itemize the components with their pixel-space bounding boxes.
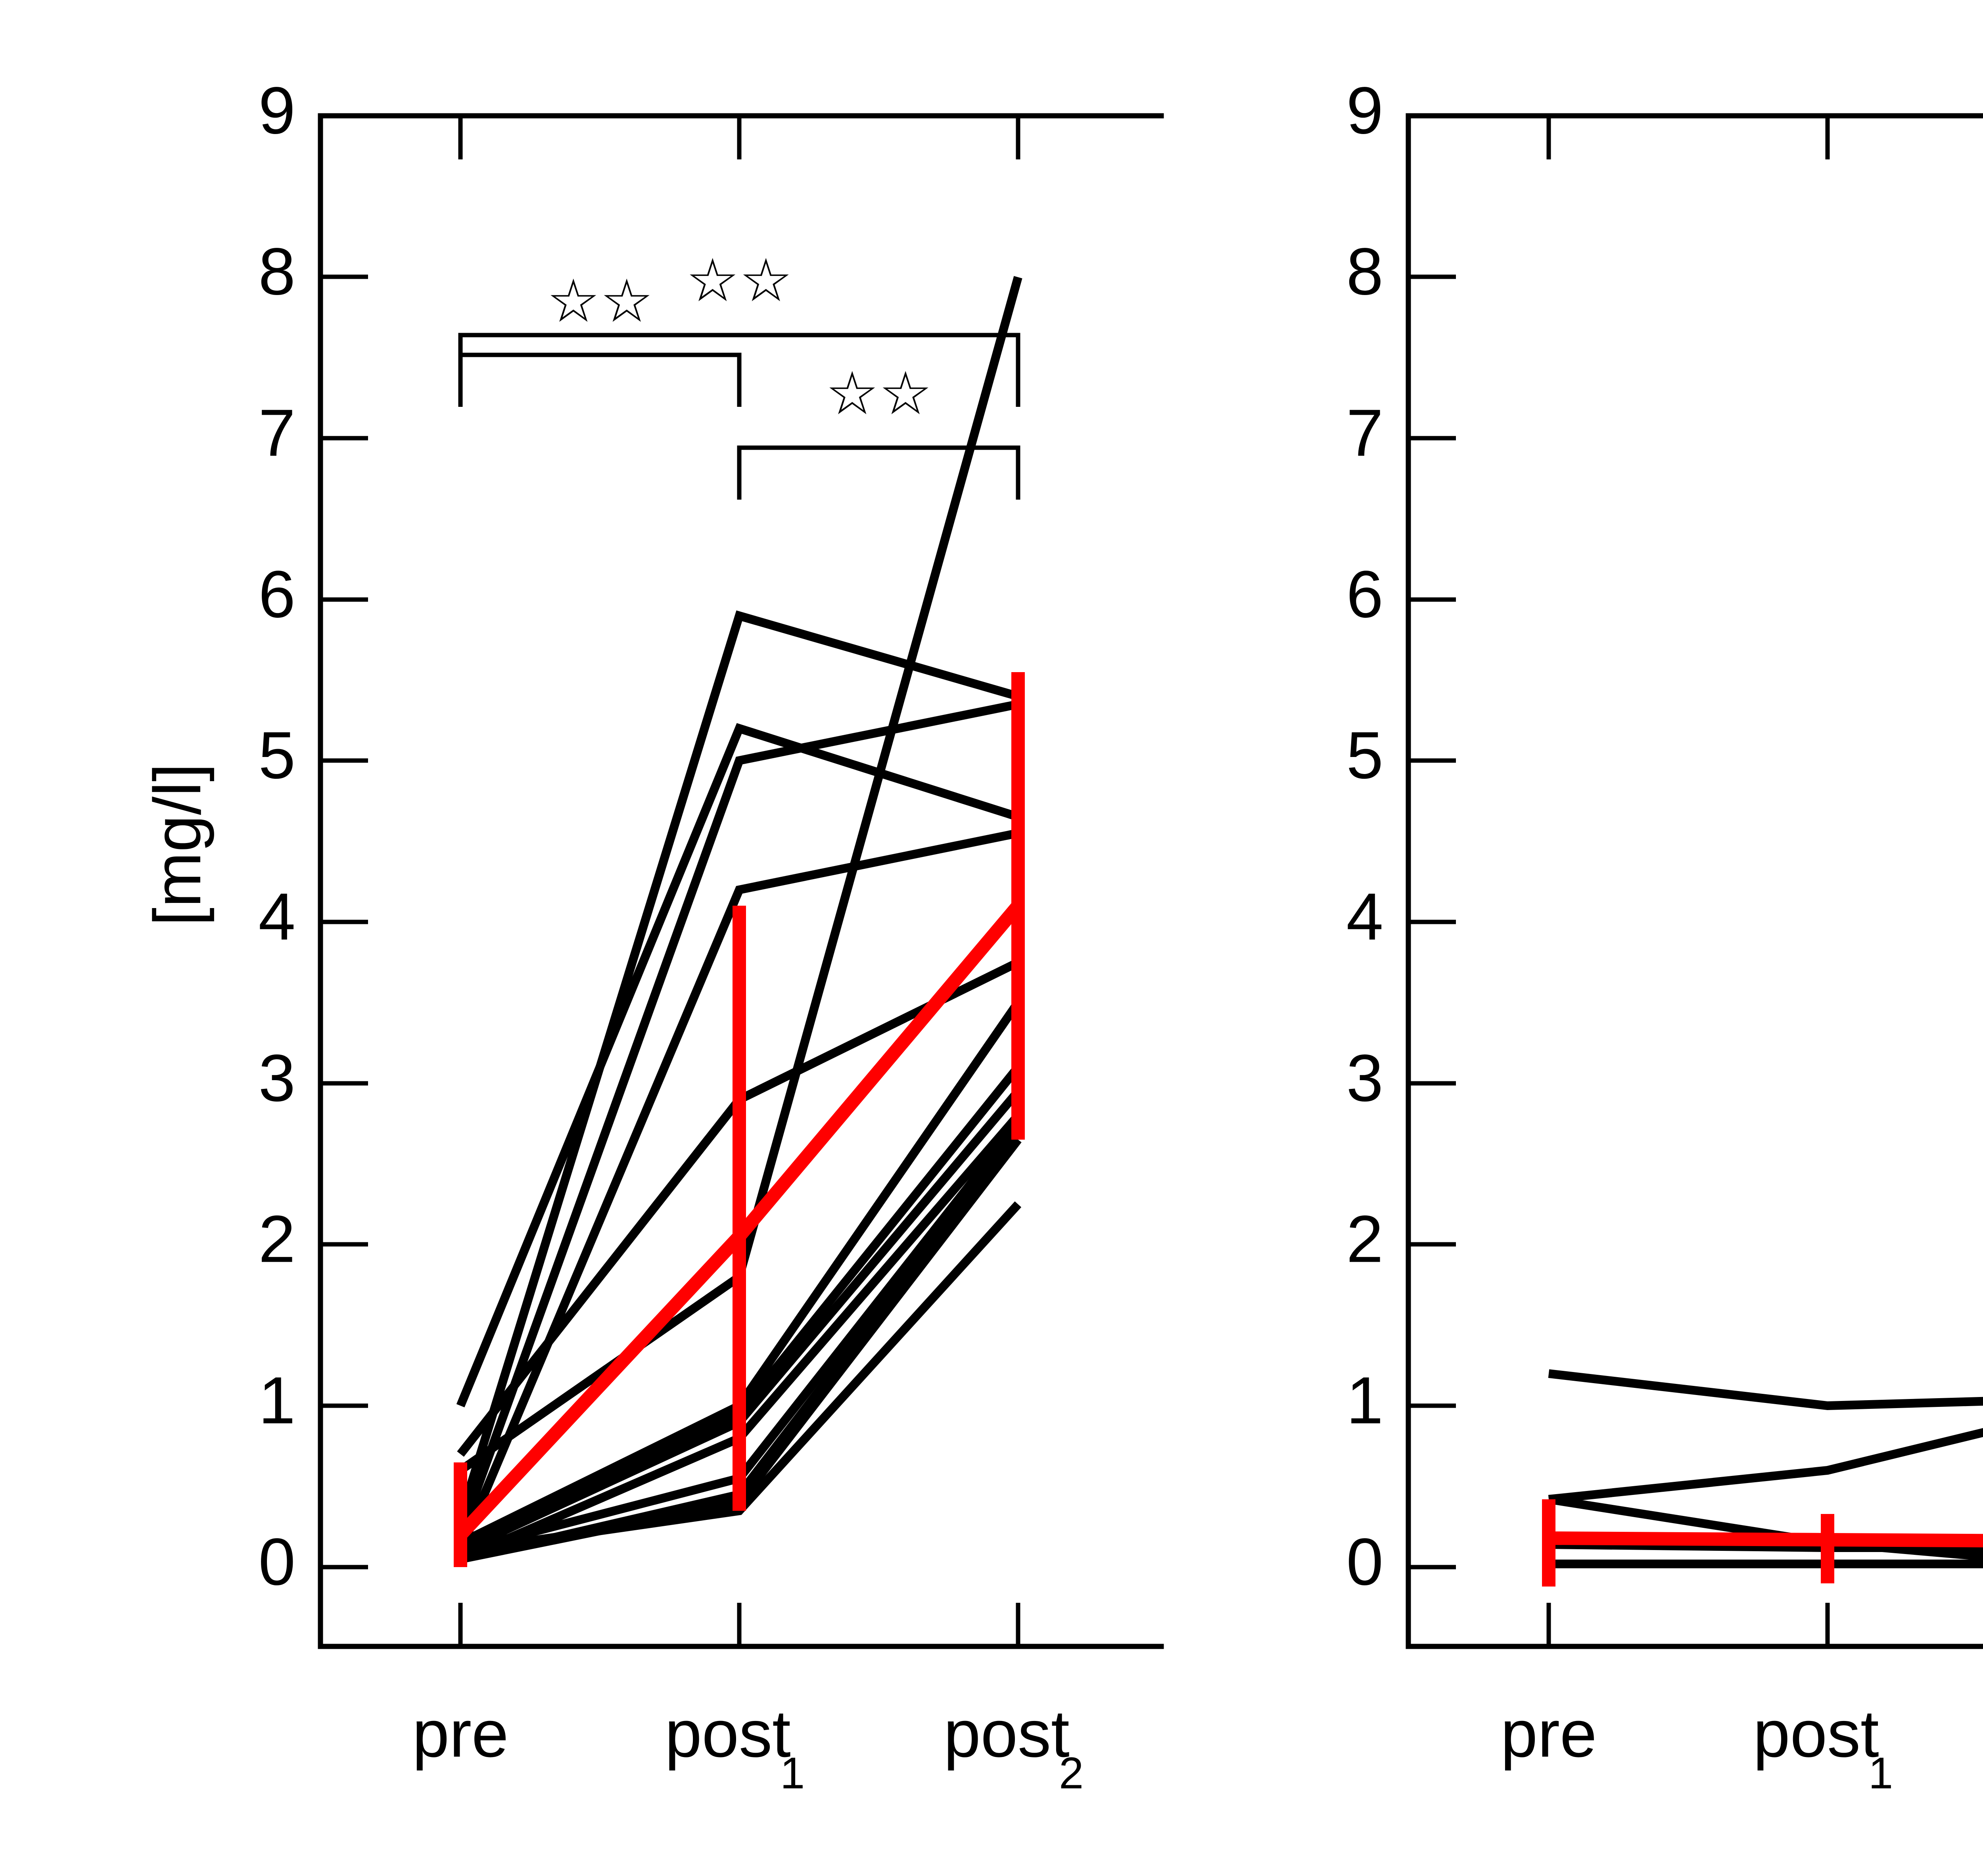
y-axis-label-caffeine: [mg/l] [140, 763, 215, 926]
subject-line [456, 700, 1019, 1537]
x-tick-labels-placebo: pre post 1 post 2 [1501, 1696, 1893, 1798]
significance-stars: ☆☆ [686, 246, 793, 315]
significance-bracket-post1-post2: ☆☆ [737, 359, 1020, 500]
subject-line [1548, 1428, 1983, 1504]
x-tick-label-pre: pre [412, 1696, 509, 1771]
significance-bracket-pre-post2: ☆☆ [458, 246, 1020, 407]
y-tick-label-8: 8 [1346, 234, 1383, 309]
y-tick-label-3: 3 [1346, 1041, 1383, 1115]
y-tick-label-4: 4 [259, 879, 295, 954]
y-tick-label-5: 5 [1346, 718, 1383, 792]
mean-line [1548, 1531, 1983, 1548]
error-bars-placebo [1542, 1499, 1834, 1587]
y-tick-label-9: 9 [1346, 73, 1383, 148]
y-ticks-caffeine: 0 1 2 3 4 5 6 7 8 9 [259, 73, 368, 1599]
x-tick-label-post1-subscript: 1 [780, 1748, 805, 1798]
mean-line-placebo [1548, 1531, 1983, 1548]
x-tick-label-post2-subscript: 2 [1059, 1748, 1084, 1798]
x-tick-label-pre: pre [1501, 1696, 1597, 1771]
y-tick-label-6: 6 [1346, 557, 1383, 631]
axis-frame-placebo [1406, 113, 1983, 1649]
x-ticks-placebo [1546, 116, 1830, 1646]
y-tick-label-6: 6 [259, 557, 295, 631]
y-tick-label-0: 0 [259, 1524, 295, 1599]
y-tick-label-4: 4 [1346, 879, 1383, 954]
y-tick-label-9: 9 [259, 73, 295, 148]
x-tick-label-post2: post [944, 1696, 1070, 1771]
y-tick-label-2: 2 [259, 1201, 295, 1276]
y-tick-label-7: 7 [259, 395, 295, 470]
y-tick-label-7: 7 [1346, 395, 1383, 470]
y-ticks-placebo: 0 1 2 3 4 5 6 7 8 9 [1346, 73, 1456, 1599]
significance-stars: ☆☆ [547, 267, 654, 336]
error-bars-caffeine [454, 672, 1025, 1567]
y-tick-label-3: 3 [259, 1041, 295, 1115]
x-ticks-caffeine [458, 116, 1020, 1646]
x-tick-labels-caffeine: pre post 1 post 2 [412, 1696, 1084, 1798]
y-axis-label-text: [mg/l] [140, 763, 215, 926]
x-tick-label-post1-subscript: 1 [1868, 1748, 1893, 1798]
y-tick-label-2: 2 [1346, 1201, 1383, 1276]
y-tick-label-1: 1 [259, 1363, 295, 1437]
subject-line [456, 723, 1020, 1408]
x-tick-label-post1: post [665, 1696, 791, 1771]
subject-line [1548, 1369, 1983, 1410]
subject-line [456, 610, 1020, 1520]
y-tick-label-5: 5 [259, 718, 295, 792]
y-tick-label-0: 0 [1346, 1524, 1383, 1599]
y-tick-label-8: 8 [259, 234, 295, 309]
x-tick-label-post1: post [1753, 1696, 1879, 1771]
y-tick-label-1: 1 [1346, 1363, 1383, 1437]
significance-stars: ☆☆ [826, 359, 932, 428]
